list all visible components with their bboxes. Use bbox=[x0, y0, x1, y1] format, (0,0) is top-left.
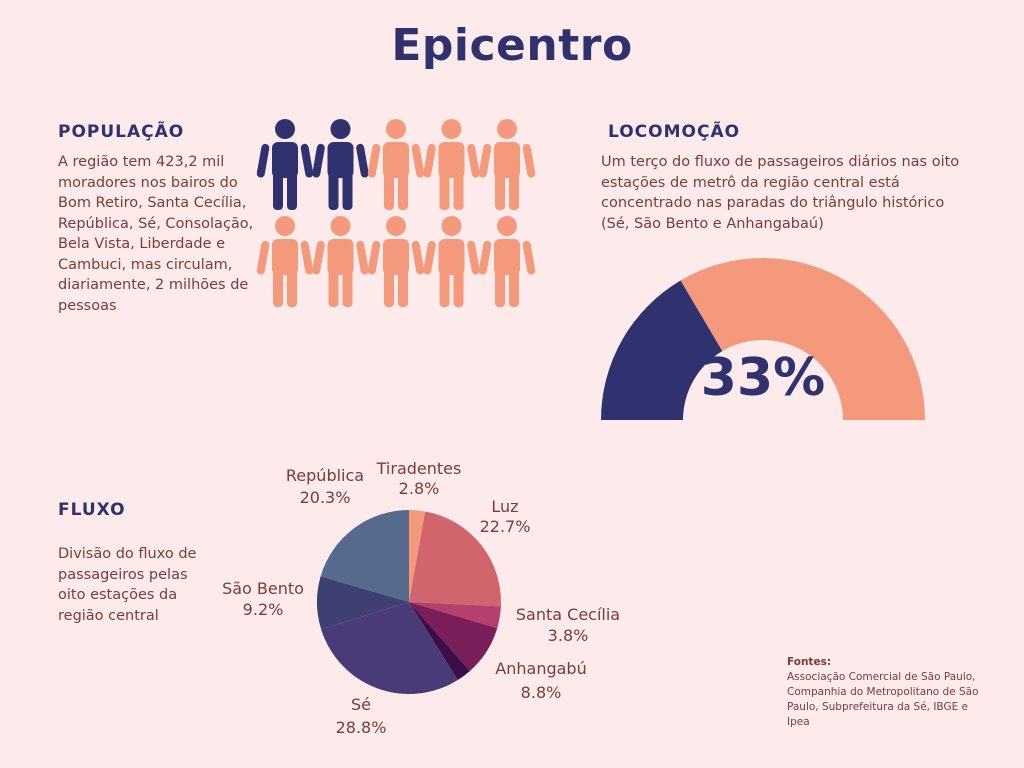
pie-slice-republica bbox=[320, 510, 409, 602]
pie-value-sao-bento: 9.2% bbox=[243, 600, 284, 619]
gauge-rest-segment bbox=[680, 258, 925, 420]
sources: Fontes: Associação Comercial de São Paul… bbox=[787, 655, 987, 730]
pie-slice-se bbox=[321, 602, 458, 694]
person-icon bbox=[423, 216, 480, 307]
page-title: Epicentro bbox=[391, 20, 633, 71]
locomocao-text: Um terço do fluxo de passageiros diários… bbox=[601, 154, 960, 232]
populacao-heading: POPULAÇÃO bbox=[58, 122, 185, 142]
people-pictogram bbox=[256, 119, 536, 307]
gauge-filled-segment bbox=[601, 280, 723, 420]
pie-label-luz: Luz bbox=[491, 497, 518, 516]
pie-value-republica: 20.3% bbox=[300, 488, 351, 507]
pie-value-luz: 22.7% bbox=[480, 517, 531, 536]
person-icon bbox=[478, 216, 536, 307]
populacao-text: A região tem 423,2 mil moradores nos bai… bbox=[58, 154, 254, 314]
pie-slice-luz bbox=[409, 511, 501, 607]
pie-label-anhangabu: Anhangabú bbox=[495, 659, 586, 678]
pie-slice-anhangabu bbox=[409, 602, 498, 671]
person-icon bbox=[312, 216, 369, 307]
person-icon bbox=[256, 216, 314, 307]
pie-label-se: Sé bbox=[351, 695, 371, 714]
fluxo-text: Divisão do fluxo de passageiros pelas oi… bbox=[58, 546, 197, 624]
pie-slice-sao-bento bbox=[317, 576, 409, 630]
pie-label-santa-cecilia: Santa Cecília bbox=[516, 605, 620, 624]
pie-value-tiradentes: 2.8% bbox=[399, 479, 440, 498]
gauge-chart: 33% bbox=[601, 258, 925, 420]
person-icon bbox=[367, 119, 425, 210]
sources-text: Associação Comercial de São Paulo, Compa… bbox=[787, 671, 979, 728]
pie-value-anhangabu: 8.8% bbox=[521, 683, 562, 702]
pie-value-se: 28.8% bbox=[336, 718, 387, 737]
pie-slice-unlabeled bbox=[409, 602, 470, 681]
person-icon bbox=[478, 119, 536, 210]
pie-label-sao-bento: São Bento bbox=[222, 579, 304, 598]
pie-slice-tiradentes bbox=[409, 510, 426, 602]
pie-label-republica: República bbox=[286, 466, 364, 485]
sources-heading: Fontes: bbox=[787, 656, 832, 668]
fluxo-heading: FLUXO bbox=[58, 500, 126, 520]
person-icon bbox=[423, 119, 480, 210]
person-icon bbox=[256, 119, 314, 210]
gauge-label: 33% bbox=[701, 348, 825, 408]
person-icon bbox=[312, 119, 369, 210]
locomocao-heading: LOCOMOÇÃO bbox=[608, 122, 741, 142]
pie-value-santa-cecilia: 3.8% bbox=[548, 626, 589, 645]
pie-slice-santa-cecilia bbox=[409, 602, 501, 629]
pie-label-tiradentes: Tiradentes bbox=[376, 459, 462, 478]
person-icon bbox=[367, 216, 425, 307]
